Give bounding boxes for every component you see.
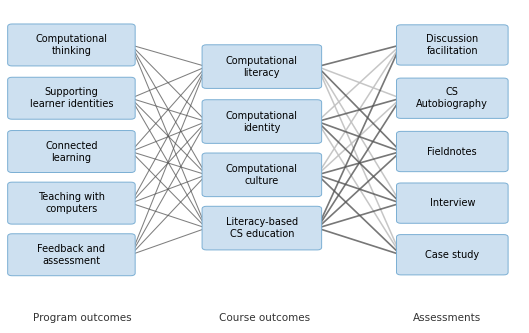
FancyBboxPatch shape	[397, 78, 508, 119]
Text: Fieldnotes: Fieldnotes	[427, 147, 477, 157]
FancyBboxPatch shape	[8, 182, 135, 224]
FancyBboxPatch shape	[202, 100, 322, 143]
FancyBboxPatch shape	[397, 183, 508, 223]
Text: Supporting
learner identities: Supporting learner identities	[30, 87, 113, 109]
Text: Program outcomes: Program outcomes	[33, 313, 131, 323]
FancyBboxPatch shape	[8, 131, 135, 172]
Text: Computational
literacy: Computational literacy	[226, 56, 298, 78]
Text: Computational
identity: Computational identity	[226, 111, 298, 133]
Text: Discussion
facilitation: Discussion facilitation	[426, 34, 478, 56]
FancyBboxPatch shape	[397, 131, 508, 172]
FancyBboxPatch shape	[8, 77, 135, 119]
FancyBboxPatch shape	[202, 45, 322, 88]
FancyBboxPatch shape	[397, 25, 508, 65]
Text: Feedback and
assessment: Feedback and assessment	[38, 244, 105, 266]
Text: Assessments: Assessments	[413, 313, 481, 323]
Text: Interview: Interview	[430, 198, 475, 208]
FancyBboxPatch shape	[202, 153, 322, 196]
Text: Teaching with
computers: Teaching with computers	[38, 192, 105, 214]
Text: Computational
culture: Computational culture	[226, 164, 298, 186]
Text: Literacy-based
CS education: Literacy-based CS education	[226, 217, 298, 239]
FancyBboxPatch shape	[397, 234, 508, 275]
Text: Connected
learning: Connected learning	[45, 141, 98, 163]
Text: Case study: Case study	[425, 250, 479, 260]
Text: Computational
thinking: Computational thinking	[35, 34, 107, 56]
Text: CS
Autobiography: CS Autobiography	[416, 87, 488, 109]
FancyBboxPatch shape	[8, 24, 135, 66]
FancyBboxPatch shape	[8, 234, 135, 276]
FancyBboxPatch shape	[202, 206, 322, 250]
Text: Course outcomes: Course outcomes	[219, 313, 310, 323]
